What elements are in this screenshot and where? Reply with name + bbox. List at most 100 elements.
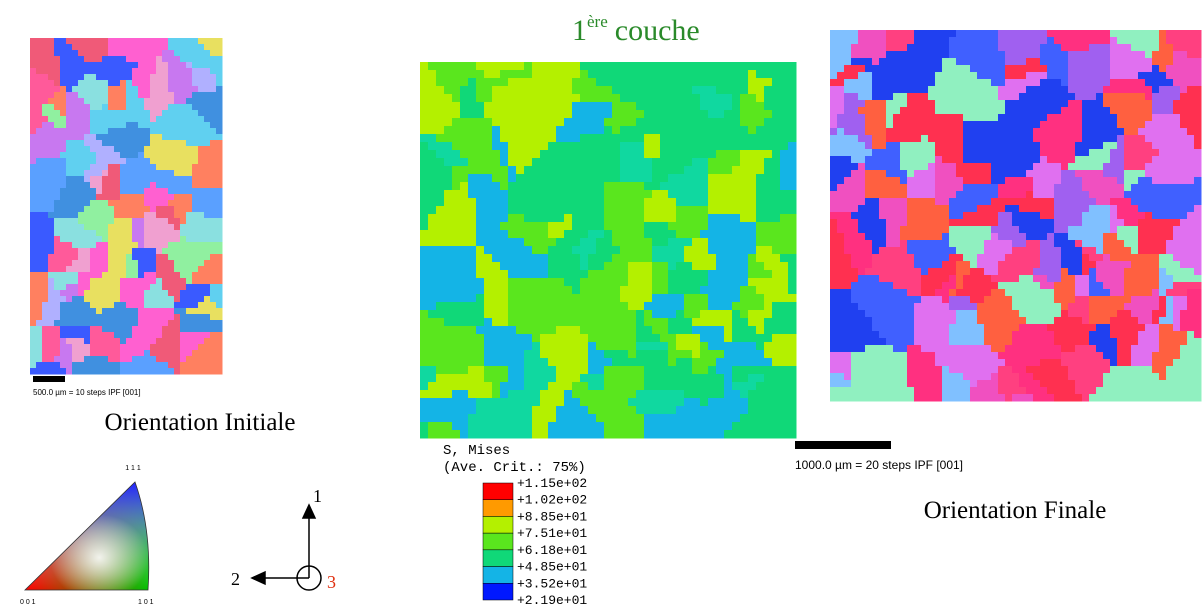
grain-cell — [54, 158, 61, 165]
grain-cell — [84, 176, 91, 183]
grain-cell — [572, 294, 581, 303]
grain-cell — [1075, 100, 1083, 108]
grain-cell — [1138, 65, 1146, 73]
grain-cell — [668, 270, 677, 279]
grain-cell — [54, 236, 61, 243]
grain-cell — [168, 200, 175, 207]
grain-cell — [138, 164, 145, 171]
grain-cell — [628, 142, 637, 151]
grain-cell — [724, 206, 733, 215]
grain-cell — [60, 308, 67, 315]
grain-cell — [660, 366, 669, 375]
grain-cell — [612, 342, 621, 351]
grain-cell — [580, 86, 589, 95]
grain-cell — [162, 200, 169, 207]
grain-cell — [444, 230, 453, 239]
grain-cell — [837, 51, 845, 59]
grain-cell — [830, 114, 838, 122]
grain-cell — [772, 62, 781, 71]
grain-cell — [420, 406, 429, 415]
grain-cell — [532, 398, 541, 407]
grain-cell — [1194, 107, 1202, 115]
grain-cell — [620, 374, 629, 383]
grain-cell — [604, 342, 613, 351]
grain-cell — [120, 338, 127, 345]
grain-cell — [174, 320, 181, 327]
grain-cell — [192, 176, 199, 183]
grain-cell — [78, 212, 85, 219]
grain-cell — [468, 78, 477, 87]
grain-cell — [84, 194, 91, 201]
grain-cell — [644, 398, 653, 407]
grain-cell — [1180, 37, 1188, 45]
grain-cell — [120, 332, 127, 339]
grain-cell — [168, 368, 175, 375]
grain-cell — [138, 314, 145, 321]
grain-cell — [780, 102, 789, 111]
grain-cell — [604, 334, 613, 343]
grain-cell — [108, 188, 115, 195]
grain-cell — [949, 100, 957, 108]
grain-cell — [42, 176, 49, 183]
grain-cell — [476, 422, 485, 431]
grain-cell — [556, 86, 565, 95]
grain-cell — [192, 86, 199, 93]
grain-cell — [700, 78, 709, 87]
grain-cell — [444, 206, 453, 215]
grain-cell — [1194, 72, 1202, 80]
grain-cell — [66, 194, 73, 201]
grain-cell — [1068, 142, 1076, 150]
grain-cell — [174, 254, 181, 261]
grain-cell — [108, 272, 115, 279]
grain-cell — [928, 51, 936, 59]
grain-cell — [1019, 156, 1027, 164]
grain-cell — [60, 68, 67, 75]
grain-cell — [84, 356, 91, 363]
grain-cell — [1026, 142, 1034, 150]
grain-cell — [732, 406, 741, 415]
grain-cell — [144, 68, 151, 75]
grain-cell — [210, 158, 217, 165]
grain-cell — [60, 158, 67, 165]
grain-cell — [732, 94, 741, 103]
grain-cell — [740, 430, 749, 439]
grain-cell — [210, 302, 217, 309]
grain-cell — [192, 314, 199, 321]
grain-cell — [844, 72, 852, 80]
grain-cell — [60, 122, 67, 129]
grain-cell — [90, 260, 97, 267]
grain-cell — [48, 368, 55, 375]
grain-cell — [120, 128, 127, 135]
grain-cell — [114, 38, 121, 45]
grain-cell — [580, 110, 589, 119]
grain-cell — [516, 190, 525, 199]
grain-cell — [540, 62, 549, 71]
grain-cell — [692, 174, 701, 183]
grain-cell — [186, 320, 193, 327]
grain-cell — [1033, 121, 1041, 129]
grain-cell — [452, 70, 461, 79]
grain-cell — [716, 382, 725, 391]
grain-cell — [596, 78, 605, 87]
grain-cell — [84, 212, 91, 219]
grain-cell — [60, 356, 67, 363]
grain-cell — [991, 65, 999, 73]
grain-cell — [468, 94, 477, 103]
grain-cell — [708, 334, 717, 343]
grain-cell — [652, 142, 661, 151]
grain-cell — [162, 56, 169, 63]
grain-cell — [156, 362, 163, 369]
grain-cell — [114, 362, 121, 369]
grain-cell — [708, 110, 717, 119]
grain-cell — [1096, 156, 1104, 164]
grain-cell — [102, 170, 109, 177]
grain-cell — [90, 134, 97, 141]
grain-cell — [756, 110, 765, 119]
grain-cell — [460, 262, 469, 271]
grain-cell — [516, 422, 525, 431]
grain-cell — [1075, 135, 1083, 143]
grain-cell — [732, 382, 741, 391]
grain-cell — [636, 134, 645, 143]
grain-cell — [198, 260, 205, 267]
grain-cell — [580, 270, 589, 279]
